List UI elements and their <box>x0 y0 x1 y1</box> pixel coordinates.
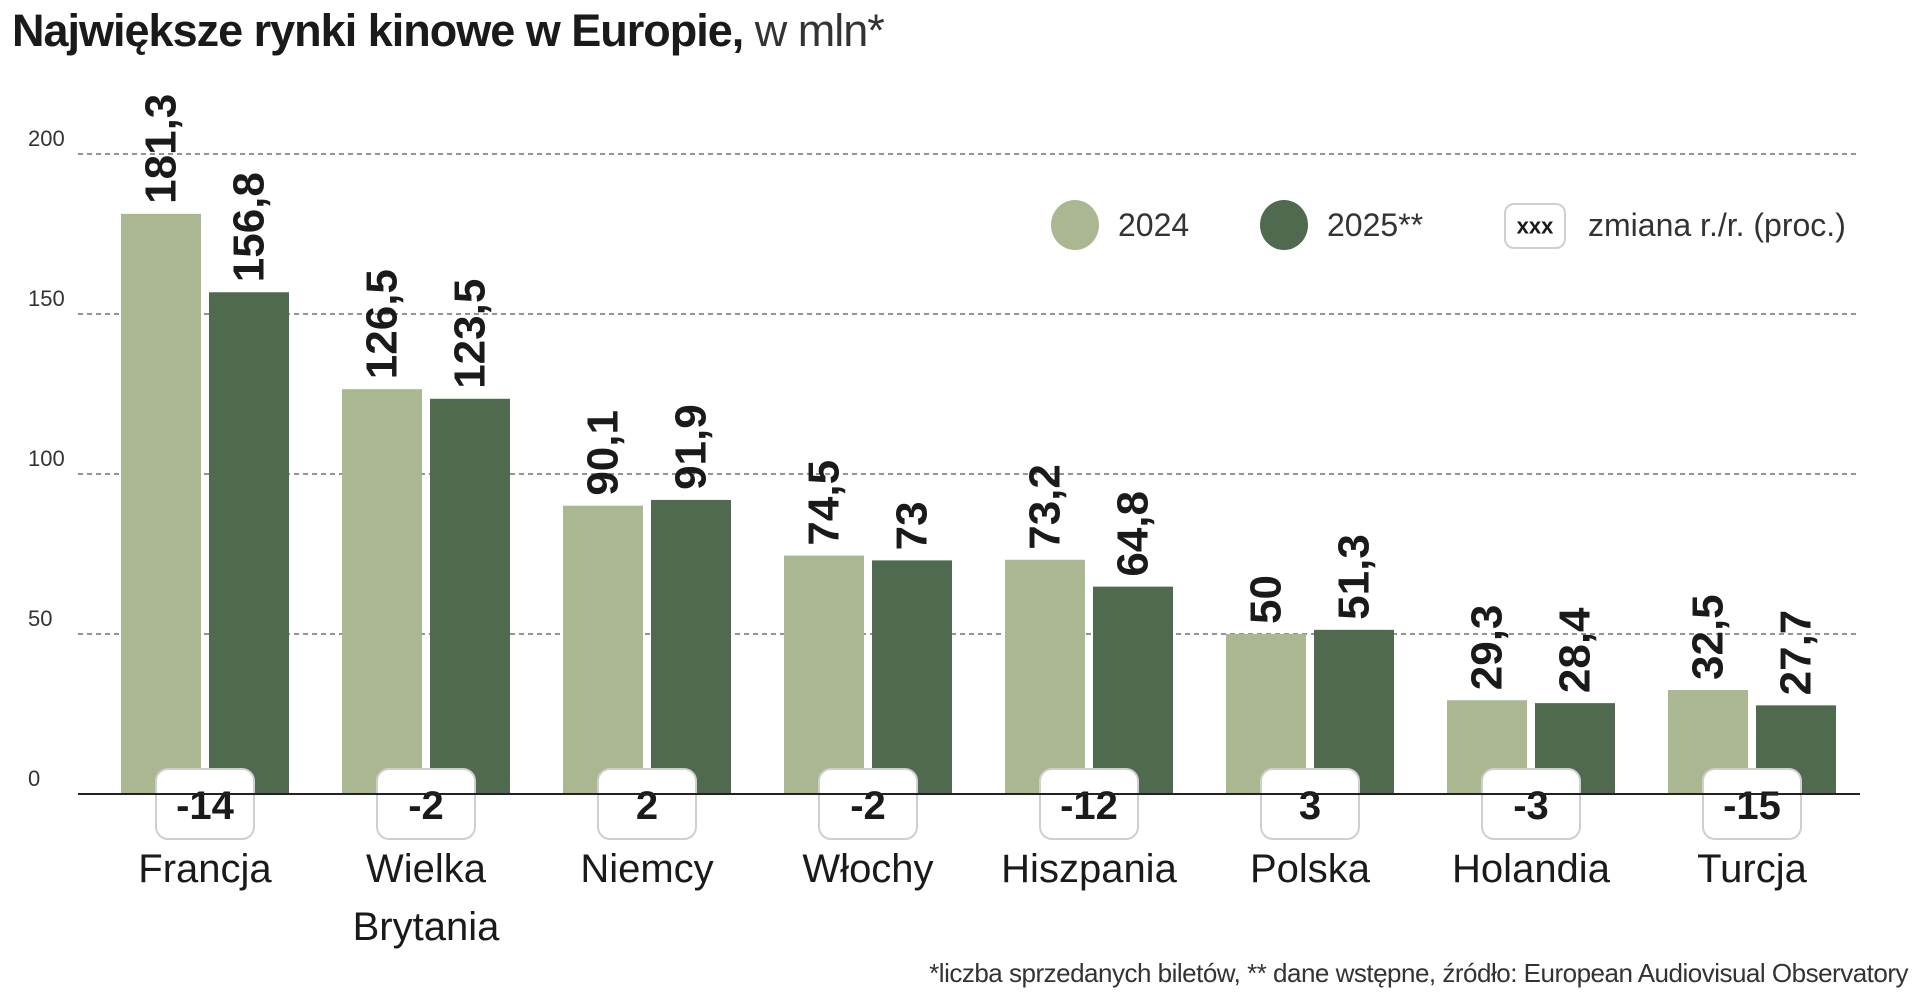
legend-label-2025: 2025** <box>1327 207 1423 243</box>
legend-change-box <box>1504 203 1566 249</box>
bar-2025 <box>1093 586 1173 794</box>
bar-value-label: 123,5 <box>446 279 495 389</box>
change-box <box>1260 768 1360 840</box>
legend-swatch-2024 <box>1051 200 1099 250</box>
category-label: Francja <box>138 847 272 891</box>
change-value: -3 <box>1513 784 1549 828</box>
bar-value-label: 50 <box>1242 575 1291 624</box>
change-value: -2 <box>850 784 886 828</box>
change-box <box>1702 768 1802 840</box>
bar-value-label: 126,5 <box>358 269 407 379</box>
bar-value-label: 29,3 <box>1463 605 1512 691</box>
bar-2025 <box>430 398 510 794</box>
bar-value-label: 74,5 <box>800 460 849 546</box>
change-value: -14 <box>176 784 235 828</box>
change-box <box>597 768 697 840</box>
legend-change-label: zmiana r./r. (proc.) <box>1588 207 1846 243</box>
y-tick-label: 0 <box>28 766 40 791</box>
chart-title-bold: Największe rynki kinowe w Europie, <box>12 5 744 56</box>
bar-2024 <box>342 389 422 794</box>
bar-2024 <box>121 213 201 795</box>
bar-value-label: 90,1 <box>579 410 628 496</box>
bar-value-label: 28,4 <box>1551 607 1600 693</box>
change-value: -15 <box>1723 784 1781 828</box>
bar-2024 <box>563 505 643 794</box>
legend-change-box-text: xxx <box>1517 214 1554 239</box>
change-value: -2 <box>408 784 444 828</box>
y-tick-label: 200 <box>28 126 65 151</box>
legend-swatch-2025 <box>1260 200 1308 250</box>
bar-value-label: 181,3 <box>137 94 186 204</box>
chart-title: Największe rynki kinowe w Europie, w mln… <box>12 5 885 56</box>
bar-2025 <box>1314 629 1394 794</box>
legend-label-2024: 2024 <box>1118 207 1189 243</box>
change-value: 3 <box>1299 784 1321 828</box>
footnote: *liczba sprzedanych biletów, ** dane wst… <box>929 958 1908 988</box>
category-label: Turcja <box>1697 847 1807 891</box>
y-tick-label: 150 <box>28 286 65 311</box>
bar-2025 <box>872 560 952 794</box>
change-box <box>155 768 255 840</box>
change-box <box>1039 768 1139 840</box>
bar-value-label: 156,8 <box>225 172 274 282</box>
chart-title-unit: w mln* <box>743 5 885 56</box>
category-label: Holandia <box>1452 847 1611 891</box>
bar-2024 <box>1226 634 1306 794</box>
category-label: Niemcy <box>580 847 713 891</box>
category-label: Brytania <box>353 905 500 949</box>
category-label: Hiszpania <box>1001 847 1177 891</box>
bar-value-label: 91,9 <box>667 404 716 490</box>
category-label: Włochy <box>802 847 933 891</box>
bar-value-label: 51,3 <box>1330 534 1379 620</box>
bar-value-label: 64,8 <box>1109 491 1158 577</box>
change-value: 2 <box>636 784 658 828</box>
bar-2024 <box>1005 559 1085 794</box>
y-tick-label: 50 <box>28 606 52 631</box>
change-value: -12 <box>1060 784 1118 828</box>
bar-2024 <box>784 555 864 794</box>
category-label: Polska <box>1250 847 1371 891</box>
category-label: Wielka <box>366 847 487 891</box>
bar-value-label: 73 <box>888 501 937 550</box>
bar-2025 <box>651 499 731 794</box>
bar-value-label: 32,5 <box>1684 594 1733 680</box>
change-box <box>1481 768 1581 840</box>
change-box <box>376 768 476 840</box>
change-box <box>818 768 918 840</box>
bar-value-label: 73,2 <box>1021 464 1070 550</box>
y-tick-label: 100 <box>28 446 65 471</box>
bar-value-label: 27,7 <box>1772 610 1821 696</box>
bar-2025 <box>209 292 289 794</box>
